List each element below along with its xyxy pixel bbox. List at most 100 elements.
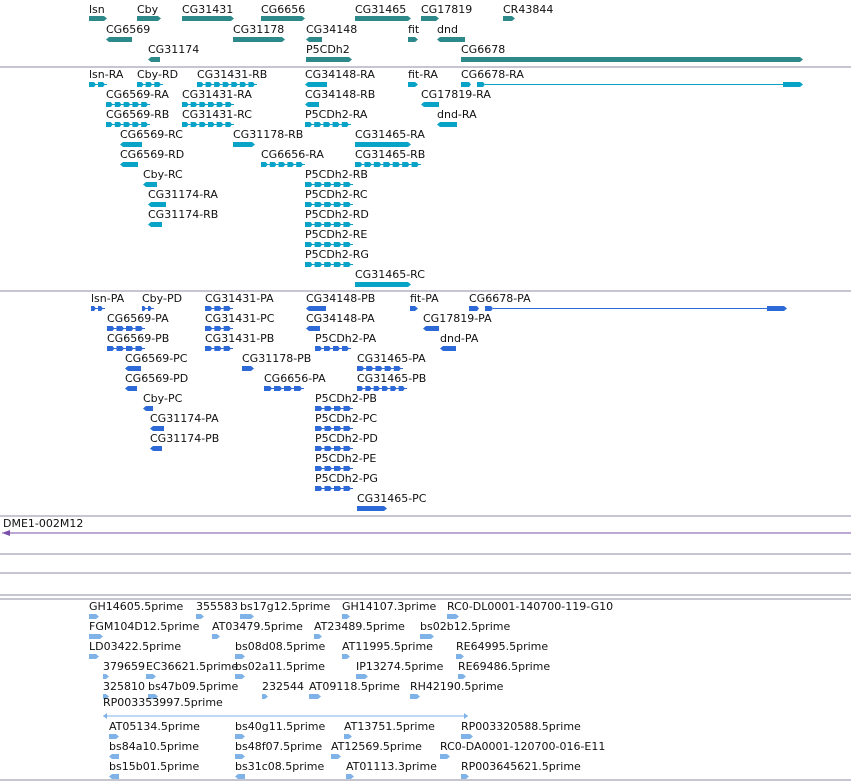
- feature-glyph[interactable]: [106, 37, 132, 42]
- est-feature[interactable]: GH14107.3prime: [342, 600, 437, 619]
- feature-glyph[interactable]: [447, 614, 459, 619]
- transcript-feature[interactable]: CG6569-RA: [106, 88, 169, 107]
- protein-feature[interactable]: P5CDh2-PG: [315, 472, 378, 491]
- feature-glyph[interactable]: [458, 674, 466, 679]
- transcript-feature[interactable]: P5CDh2-RD: [305, 208, 369, 227]
- est-feature[interactable]: AT01113.3prime: [346, 760, 437, 779]
- transcript-feature[interactable]: CG31174-RB: [148, 208, 218, 227]
- feature-glyph[interactable]: [143, 182, 157, 187]
- protein-feature[interactable]: CG31174-PB: [150, 432, 219, 451]
- est-feature[interactable]: LD03422.5prime: [89, 640, 181, 659]
- gene-feature[interactable]: lsn: [89, 3, 107, 21]
- feature-glyph[interactable]: [103, 674, 109, 679]
- transcript-feature[interactable]: Cby-RD: [137, 68, 178, 87]
- transcript-feature[interactable]: CG31174-RA: [148, 188, 218, 207]
- feature-glyph[interactable]: [408, 82, 418, 87]
- est-feature[interactable]: AT12569.5prime: [331, 740, 422, 759]
- feature-glyph[interactable]: [408, 37, 418, 42]
- est-feature[interactable]: bs48f07.5prime: [235, 740, 322, 759]
- est-feature[interactable]: AT23489.5prime: [314, 620, 405, 639]
- protein-feature[interactable]: CG17819-PA: [423, 312, 492, 331]
- feature-glyph[interactable]: [315, 346, 351, 351]
- feature-glyph[interactable]: [120, 162, 138, 167]
- feature-glyph[interactable]: [89, 634, 103, 639]
- protein-feature[interactable]: CG6656-PA: [264, 372, 326, 391]
- protein-feature[interactable]: Cby-PD: [142, 292, 182, 311]
- feature-glyph[interactable]: [182, 16, 234, 21]
- feature-glyph[interactable]: [503, 16, 515, 21]
- feature-glyph[interactable]: [212, 634, 220, 639]
- feature-glyph[interactable]: [106, 102, 150, 107]
- feature-glyph[interactable]: [305, 222, 353, 227]
- est-feature[interactable]: bs15b01.5prime: [109, 760, 199, 779]
- gene-feature[interactable]: P5CDh2: [306, 43, 352, 62]
- feature-glyph[interactable]: [461, 57, 803, 62]
- protein-feature[interactable]: CG31178-PB: [242, 352, 311, 371]
- feature-glyph[interactable]: [305, 262, 353, 267]
- feature-glyph[interactable]: [305, 202, 353, 207]
- transcript-feature[interactable]: CG31465-RA: [355, 128, 425, 147]
- feature-glyph[interactable]: [305, 102, 319, 107]
- transcript-feature[interactable]: Cby-RC: [143, 168, 183, 187]
- feature-glyph[interactable]: [148, 57, 160, 62]
- protein-feature[interactable]: P5CDh2-PA: [315, 332, 377, 351]
- feature-glyph[interactable]: [355, 162, 421, 167]
- protein-feature[interactable]: CG31465-PA: [357, 352, 426, 371]
- feature-glyph[interactable]: [205, 326, 233, 331]
- feature-glyph[interactable]: [148, 222, 162, 227]
- est-feature[interactable]: AT03479.5prime: [212, 620, 303, 639]
- gene-feature[interactable]: CR43844: [503, 3, 553, 21]
- feature-glyph[interactable]: [309, 694, 321, 699]
- feature-glyph[interactable]: [262, 694, 268, 699]
- est-feature[interactable]: IP13274.5prime: [356, 660, 444, 679]
- est-feature[interactable]: AT09118.5prime: [309, 680, 400, 699]
- transcript-feature[interactable]: P5CDh2-RG: [305, 248, 369, 267]
- transcript-feature[interactable]: CG31431-RC: [182, 108, 252, 127]
- feature-glyph[interactable]: [120, 142, 142, 147]
- feature-glyph[interactable]: [315, 426, 353, 431]
- feature-glyph[interactable]: [355, 142, 411, 147]
- feature-glyph[interactable]: [315, 486, 353, 491]
- feature-glyph[interactable]: [107, 346, 145, 351]
- feature-glyph[interactable]: [357, 366, 403, 371]
- gene-feature[interactable]: CG31178: [233, 23, 285, 42]
- feature-glyph[interactable]: [306, 37, 322, 42]
- feature-glyph[interactable]: [148, 202, 166, 207]
- protein-feature[interactable]: P5CDh2-PB: [315, 392, 377, 411]
- feature-glyph[interactable]: [356, 674, 368, 679]
- feature-glyph[interactable]: [314, 634, 322, 639]
- feature-glyph[interactable]: [461, 734, 473, 739]
- transcript-feature[interactable]: CG6678-RA: [461, 68, 803, 87]
- feature-glyph[interactable]: [440, 754, 450, 759]
- transcript-feature[interactable]: CG6569-RD: [120, 148, 184, 167]
- gene-feature[interactable]: Cby: [137, 3, 161, 21]
- feature-glyph[interactable]: [344, 734, 352, 739]
- feature-glyph[interactable]: [125, 366, 141, 371]
- feature-glyph[interactable]: [461, 774, 469, 779]
- gene-feature[interactable]: CG6569: [106, 23, 150, 42]
- feature-glyph[interactable]: [235, 674, 245, 679]
- protein-feature[interactable]: CG31174-PA: [150, 412, 219, 431]
- transcript-feature[interactable]: P5CDh2-RB: [305, 168, 368, 187]
- feature-glyph[interactable]: [150, 446, 162, 451]
- feature-glyph[interactable]: [107, 326, 145, 331]
- feature-glyph[interactable]: [242, 366, 254, 371]
- feature-glyph[interactable]: [142, 306, 154, 311]
- transcript-feature[interactable]: CG17819-RA: [421, 88, 491, 107]
- est-feature[interactable]: bs17g12.5prime: [240, 600, 330, 619]
- feature-glyph[interactable]: [235, 774, 245, 779]
- feature-glyph[interactable]: [357, 506, 387, 511]
- est-feature[interactable]: bs02a11.5prime: [235, 660, 325, 679]
- feature-glyph[interactable]: [150, 426, 164, 431]
- feature-glyph[interactable]: [182, 102, 234, 107]
- feature-glyph[interactable]: [461, 82, 803, 87]
- clone-feature[interactable]: DME1-002M12: [2, 517, 851, 536]
- gene-feature[interactable]: CG6678: [461, 43, 803, 62]
- transcript-feature[interactable]: dnd-RA: [437, 108, 477, 127]
- feature-glyph[interactable]: [233, 142, 255, 147]
- protein-feature[interactable]: CG31465-PB: [357, 372, 426, 391]
- feature-glyph[interactable]: [91, 306, 105, 311]
- feature-glyph[interactable]: [469, 306, 787, 311]
- feature-glyph[interactable]: [89, 16, 107, 21]
- protein-feature[interactable]: CG31431-PA: [205, 292, 274, 311]
